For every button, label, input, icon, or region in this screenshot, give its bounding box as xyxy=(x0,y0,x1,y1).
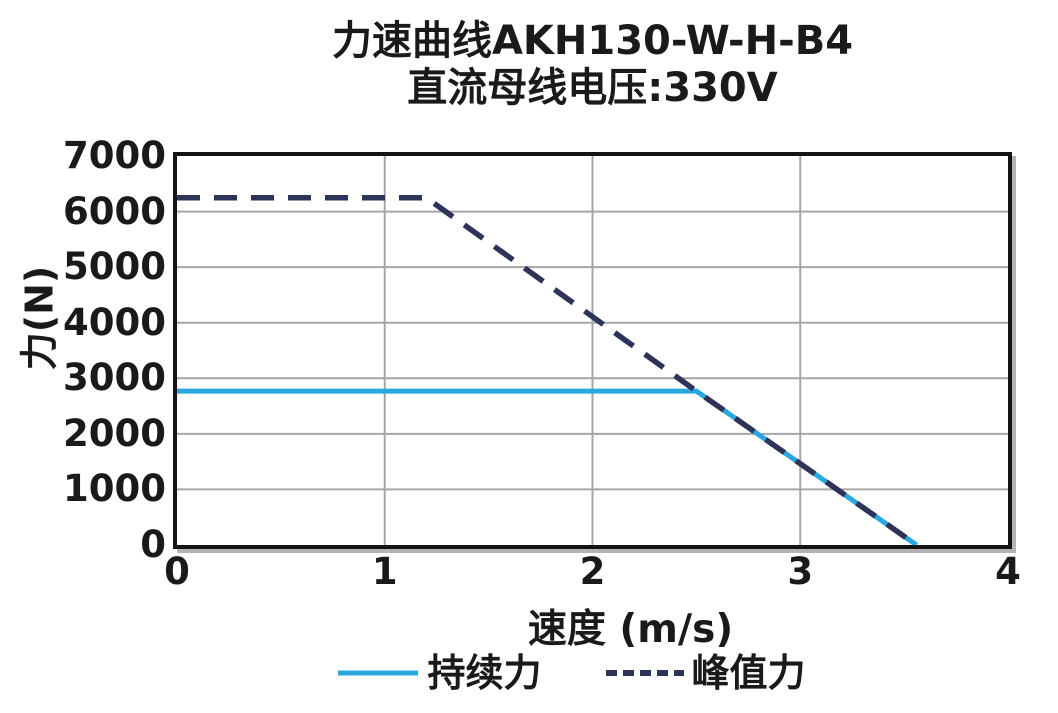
y-tick-label: 2000 xyxy=(63,411,166,455)
chart-title: 力速曲线AKH130-W-H-B4 xyxy=(331,18,854,64)
x-tick-label: 0 xyxy=(164,550,190,593)
legend-item-peak: 峰值力 xyxy=(604,650,806,696)
y-tick-label: 6000 xyxy=(63,189,166,233)
chart-subtitle: 直流母线电压:330V xyxy=(407,65,778,111)
legend: 持续力 峰值力 xyxy=(155,650,986,696)
x-tick-label: 3 xyxy=(787,550,814,593)
y-tick-label: 7000 xyxy=(63,134,166,177)
plot-canvas xyxy=(177,156,1008,545)
x-tick-label: 1 xyxy=(371,550,398,593)
plot-area xyxy=(173,152,1012,549)
x-tick-label: 2 xyxy=(579,550,606,593)
peak-line-swatch xyxy=(605,670,684,676)
continuous-line-swatch xyxy=(338,670,419,676)
y-tick-label: 5000 xyxy=(63,245,166,289)
series-line-peak xyxy=(177,194,919,545)
legend-label-peak: 峰值力 xyxy=(691,651,806,695)
chart-title-block: 力速曲线AKH130-W-H-B4 直流母线电压:330V xyxy=(177,18,1008,112)
x-tick-label: 4 xyxy=(995,550,1021,593)
legend-label-continuous: 持续力 xyxy=(427,651,542,695)
y-tick-label: 3000 xyxy=(63,356,166,400)
y-tick-label: 1000 xyxy=(63,467,166,511)
legend-item-continuous: 持续力 xyxy=(335,650,542,696)
x-axis-label: 速度 (m/s) xyxy=(527,607,734,652)
y-tick-label: 4000 xyxy=(63,300,166,344)
y-tick-label: 0 xyxy=(140,523,166,566)
